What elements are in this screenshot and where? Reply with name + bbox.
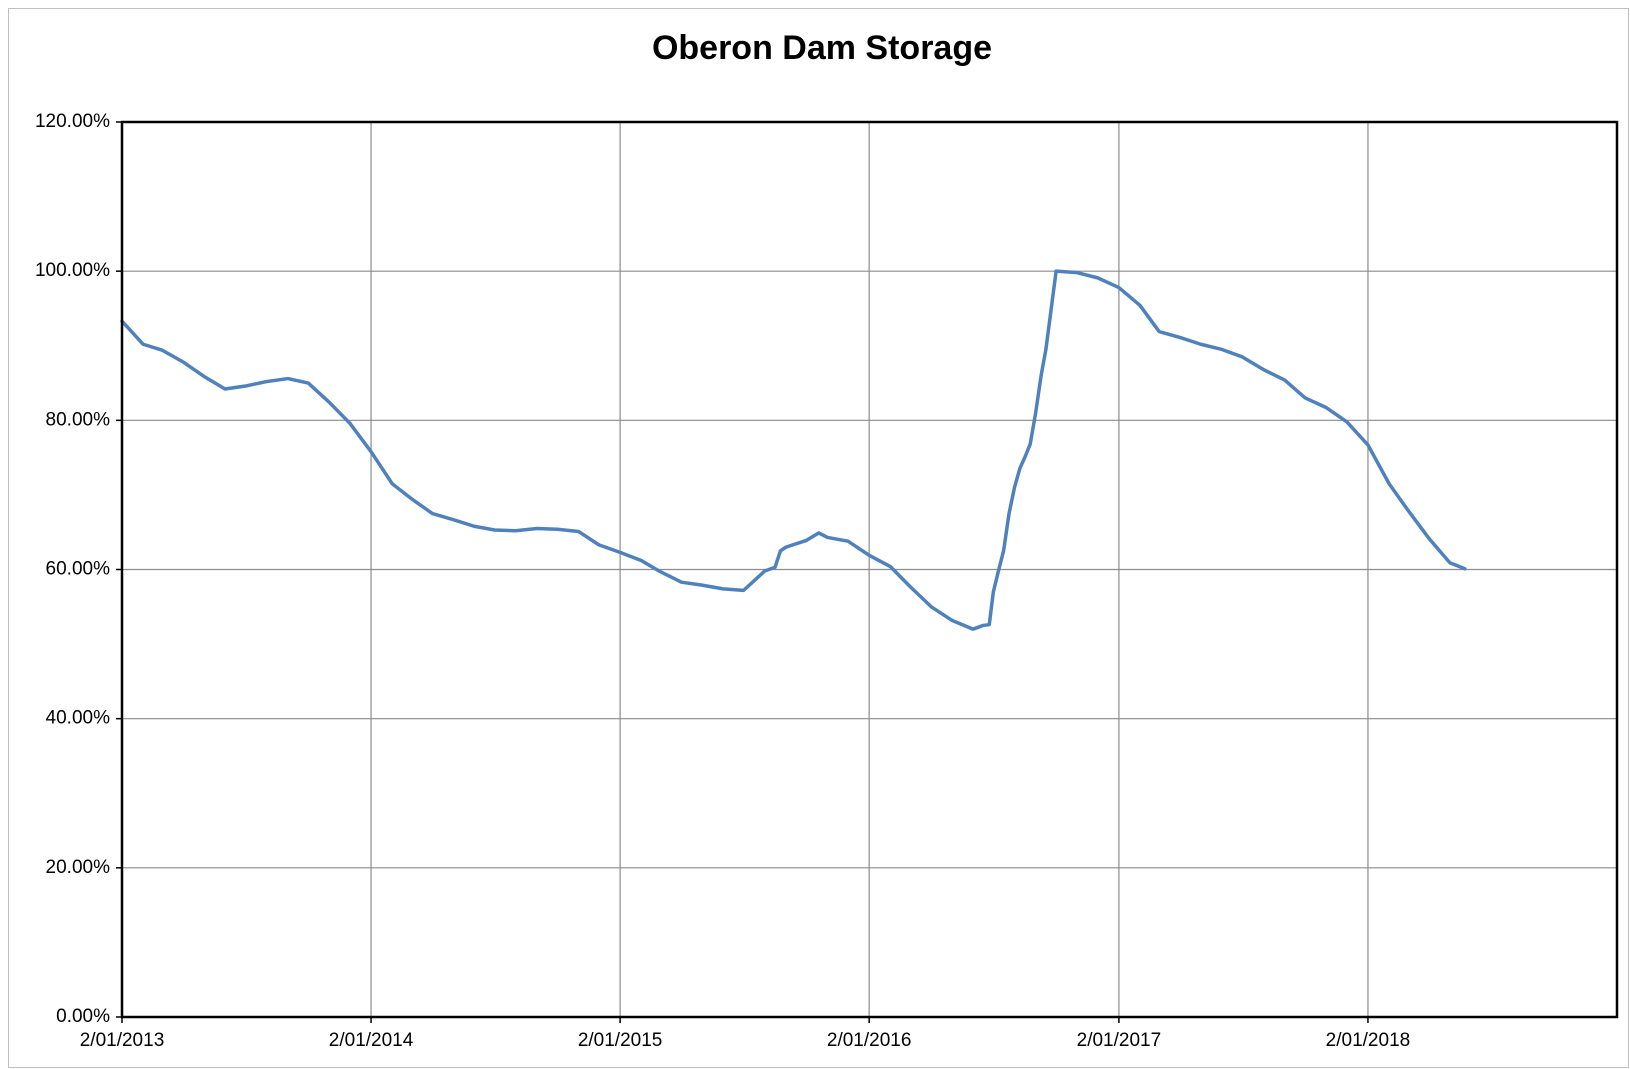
chart-frame — [8, 8, 1629, 1068]
y-tick-label: 80.00% — [46, 409, 111, 430]
axes: 0.00% 20.00% 40.00% 60.00% 80.00% 100.00% 120.… — [35, 111, 1410, 1051]
y-tick-label: 100.00% — [35, 260, 110, 281]
x-tick-label: 2/01/2017 — [1077, 1030, 1162, 1051]
x-tick-label: 2/01/2015 — [578, 1030, 663, 1051]
y-tick-label: 120.00% — [35, 111, 110, 132]
series-layer — [120, 269, 1467, 631]
y-tick-label: 40.00% — [46, 708, 111, 729]
x-tick-label: 2/01/2016 — [827, 1030, 912, 1051]
x-tick-label: 2/01/2018 — [1326, 1030, 1411, 1051]
chart-title: Oberon Dam Storage — [652, 29, 992, 67]
x-tick-label: 2/01/2013 — [80, 1030, 165, 1051]
y-tick-label: 0.00% — [56, 1006, 110, 1027]
y-tick-label: 20.00% — [46, 857, 111, 878]
x-tick-label: 2/01/2014 — [329, 1030, 414, 1051]
grid — [121, 121, 1617, 1018]
y-tick-label: 60.00% — [46, 559, 111, 580]
data-line — [120, 269, 1467, 631]
